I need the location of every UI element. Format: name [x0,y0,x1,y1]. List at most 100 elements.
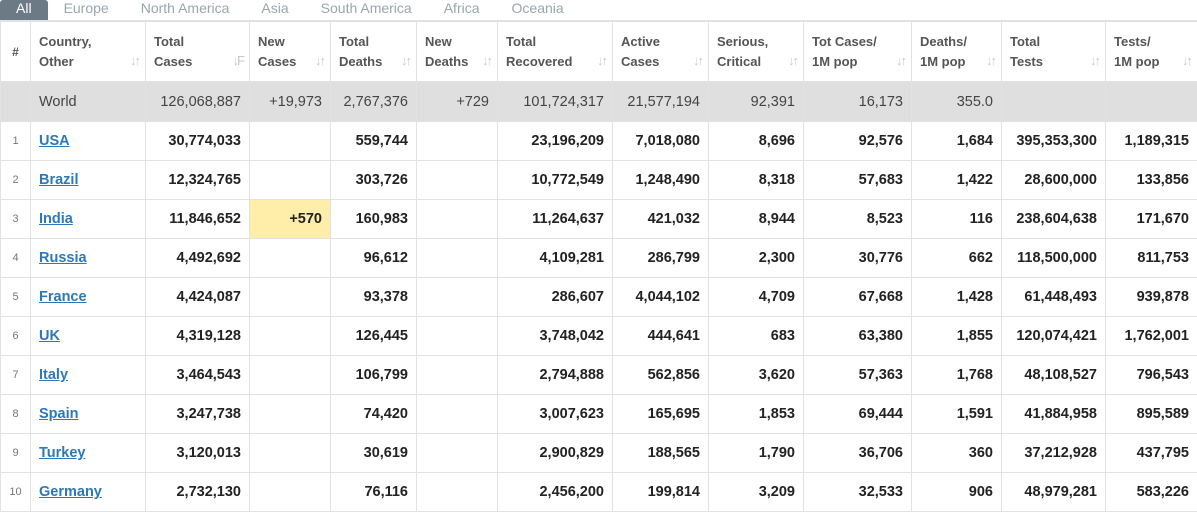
deaths-per-m-cell: 662 [911,238,1002,278]
tab-africa[interactable]: Africa [443,0,480,16]
total-cases-cell: 3,464,543 [145,355,250,395]
header-col-9[interactable]: Tot Cases/1M pop ↓↑ [803,20,912,82]
new-deaths-cell [416,160,498,200]
tests-per-m-cell: 133,856 [1105,160,1197,200]
total-recovered-cell: 2,794,888 [497,355,613,395]
active-cases-cell: 1,248,490 [612,160,709,200]
header-col-1[interactable]: Country, Other ↓↑ [30,20,146,82]
header-label-line1: New [258,33,285,49]
total-recovered-cell: 23,196,209 [497,121,613,161]
total-cases-cell: 4,319,128 [145,316,250,356]
header-col-11[interactable]: Total Tests ↓↑ [1001,20,1106,82]
serious-cell: 4,709 [708,277,804,317]
tab-south-america[interactable]: South America [320,0,412,16]
table-row: 10 Germany 2,732,130 76,116 2,456,200 199,814… [0,472,1197,512]
sort-icon[interactable]: ↓↑ [1090,53,1101,68]
header-col-3[interactable]: New Cases ↓↑ [249,20,331,82]
tests-per-m-cell: 583,226 [1105,472,1197,512]
active-cases-cell: 444,641 [612,316,709,356]
country-link[interactable]: Brazil [39,172,79,188]
row-index: 9 [0,433,31,473]
new-deaths-cell [416,316,498,356]
world-serious: 92,391 [708,81,804,122]
tests-per-m-cell: 796,543 [1105,355,1197,395]
header-label-line2: Tests [1010,53,1043,69]
sort-icon[interactable]: ↓↑ [401,53,412,68]
tab-europe[interactable]: Europe [63,0,109,16]
country-cell: India [30,199,146,239]
sort-icon[interactable]: ↓↑ [788,53,799,68]
total-cases-cell: 4,492,692 [145,238,250,278]
country-link[interactable]: Turkey [39,445,86,461]
world-tests-per-m [1105,81,1197,122]
cases-per-m-cell: 67,668 [803,277,912,317]
header-col-4[interactable]: Total Deaths ↓↑ [330,20,417,82]
tests-per-m-cell: 811,753 [1105,238,1197,278]
header-label-line2: Other [39,53,74,69]
sort-icon[interactable]: ↓↑ [1182,53,1193,68]
total-cases-cell: 2,732,130 [145,472,250,512]
table-row: 9 Turkey 3,120,013 30,619 2,900,829 188,565 1,… [0,433,1197,473]
header-col-6[interactable]: Total Recovered ↓↑ [497,20,613,82]
sort-icon[interactable]: ↓↑ [597,53,608,68]
total-recovered-cell: 2,900,829 [497,433,613,473]
world-new-cases: +19,973 [249,81,331,122]
header-col-2[interactable]: Total Cases ↓F [145,20,250,82]
sort-icon[interactable]: ↓↑ [130,53,141,68]
header-label-line1: Tot Cases/ [812,33,877,49]
cases-per-m-cell: 63,380 [803,316,912,356]
header-col-12[interactable]: Tests/1M pop ↓↑ [1105,20,1197,82]
total-cases-cell: 3,120,013 [145,433,250,473]
tab-all[interactable]: All [0,0,48,20]
cases-per-m-cell: 69,444 [803,394,912,434]
sort-icon[interactable]: ↓↑ [482,53,493,68]
total-recovered-cell: 3,748,042 [497,316,613,356]
country-cell: Russia [30,238,146,278]
country-link[interactable]: Spain [39,406,79,422]
country-link[interactable]: India [39,211,73,227]
world-total-tests [1001,81,1106,122]
country-link[interactable]: UK [39,328,60,344]
sort-icon[interactable]: ↓↑ [315,53,326,68]
country-link[interactable]: Germany [39,484,102,500]
header-label-line1: Total [506,33,537,49]
cases-per-m-cell: 57,683 [803,160,912,200]
row-index: 3 [0,199,31,239]
header-col-8[interactable]: Serious, Critical ↓↑ [708,20,804,82]
total-cases-cell: 30,774,033 [145,121,250,161]
tab-oceania[interactable]: Oceania [511,0,564,16]
world-new-deaths: +729 [416,81,498,122]
new-deaths-cell [416,277,498,317]
row-index: 6 [0,316,31,356]
header-label-line1: Active [621,33,661,49]
sort-icon[interactable]: ↓F [232,53,246,68]
country-link[interactable]: France [39,289,87,305]
country-cell: Turkey [30,433,146,473]
total-recovered-cell: 3,007,623 [497,394,613,434]
world-cases-per-m: 16,173 [803,81,912,122]
country-link[interactable]: Italy [39,367,69,383]
deaths-per-m-cell: 1,684 [911,121,1002,161]
tab-asia[interactable]: Asia [261,0,289,16]
tab-north-america[interactable]: North America [140,0,230,16]
new-cases-cell [249,238,331,278]
serious-cell: 1,790 [708,433,804,473]
deaths-per-m-cell: 906 [911,472,1002,512]
world-total-recovered: 101,724,317 [497,81,613,122]
header-col-5[interactable]: New Deaths ↓↑ [416,20,498,82]
header-col-10[interactable]: Deaths/1M pop ↓↑ [911,20,1002,82]
total-deaths-cell: 106,799 [330,355,417,395]
header-label-line2: 1M pop [812,53,858,69]
country-link[interactable]: USA [39,133,70,149]
world-index [0,81,31,122]
row-index: 1 [0,121,31,161]
sort-icon[interactable]: ↓↑ [986,53,997,68]
total-deaths-cell: 303,726 [330,160,417,200]
row-index: 8 [0,394,31,434]
sort-icon[interactable]: ↓↑ [896,53,907,68]
sort-icon[interactable]: ↓↑ [693,53,704,68]
total-deaths-cell: 30,619 [330,433,417,473]
header-col-7[interactable]: Active Cases ↓↑ [612,20,709,82]
active-cases-cell: 421,032 [612,199,709,239]
country-link[interactable]: Russia [39,250,87,266]
